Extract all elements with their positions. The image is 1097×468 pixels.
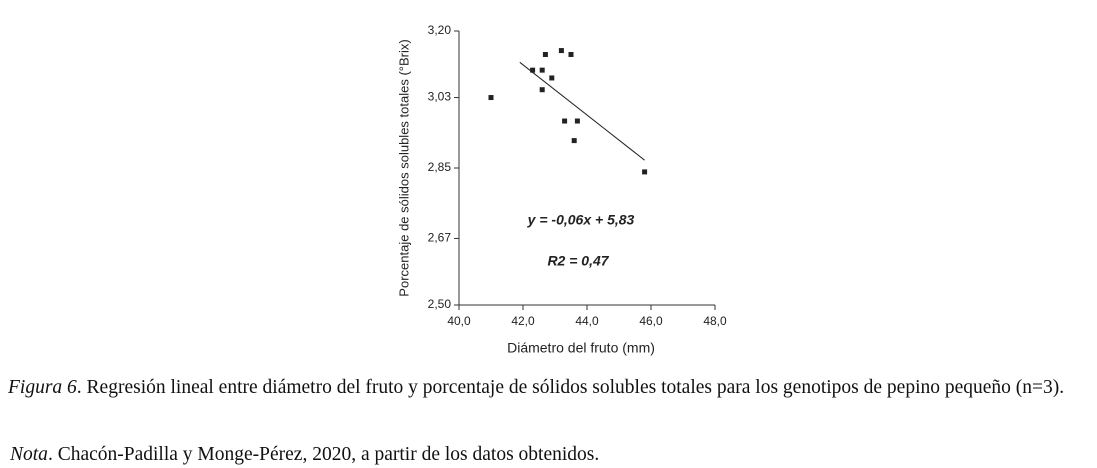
note: Nota. Chacón-Padilla y Monge-Pérez, 2020… (10, 443, 599, 467)
r-squared: R2 = 0,47 (547, 253, 609, 269)
point (568, 51, 574, 57)
point (558, 48, 564, 54)
point (549, 75, 555, 81)
point (539, 87, 545, 93)
note-text: . Chacón-Padilla y Monge-Pérez, 2020, a … (47, 444, 600, 465)
point (642, 169, 648, 175)
point (530, 67, 536, 73)
point (562, 118, 568, 124)
y-tick-label: 2,85 (428, 160, 452, 174)
point (574, 118, 580, 124)
point (571, 138, 577, 144)
x-tick-label: 40,0 (447, 314, 471, 328)
y-tick-label: 3,03 (428, 90, 452, 104)
y-tick-label: 2,50 (428, 297, 452, 311)
note-label: Nota (10, 444, 48, 465)
caption-label: Figura 6 (8, 377, 77, 398)
x-tick-label: 44,0 (575, 314, 599, 328)
x-tick-label: 42,0 (511, 314, 535, 328)
chart: Diámetro del fruto (mm) Porcentaje de só… (396, 23, 727, 356)
caption: Figura 6. Regresión lineal entre diámetr… (8, 376, 1097, 400)
y-tick-label: 2,67 (428, 231, 452, 245)
x-tick-label: 48,0 (703, 314, 727, 328)
y-tick-label: 3,20 (428, 23, 452, 37)
x-axis-title: Diámetro del fruto (mm) (507, 340, 655, 356)
point (539, 67, 545, 73)
x-tick-label: 46,0 (639, 314, 663, 328)
caption-text: . Regresión lineal entre diámetro del fr… (76, 377, 1065, 398)
trend-line (519, 61, 645, 161)
point (488, 95, 494, 101)
point (542, 51, 548, 57)
y-axis-title: Porcentaje de sólidos solubles totales (… (396, 39, 411, 296)
equation: y = -0,06x + 5,83 (527, 212, 635, 228)
